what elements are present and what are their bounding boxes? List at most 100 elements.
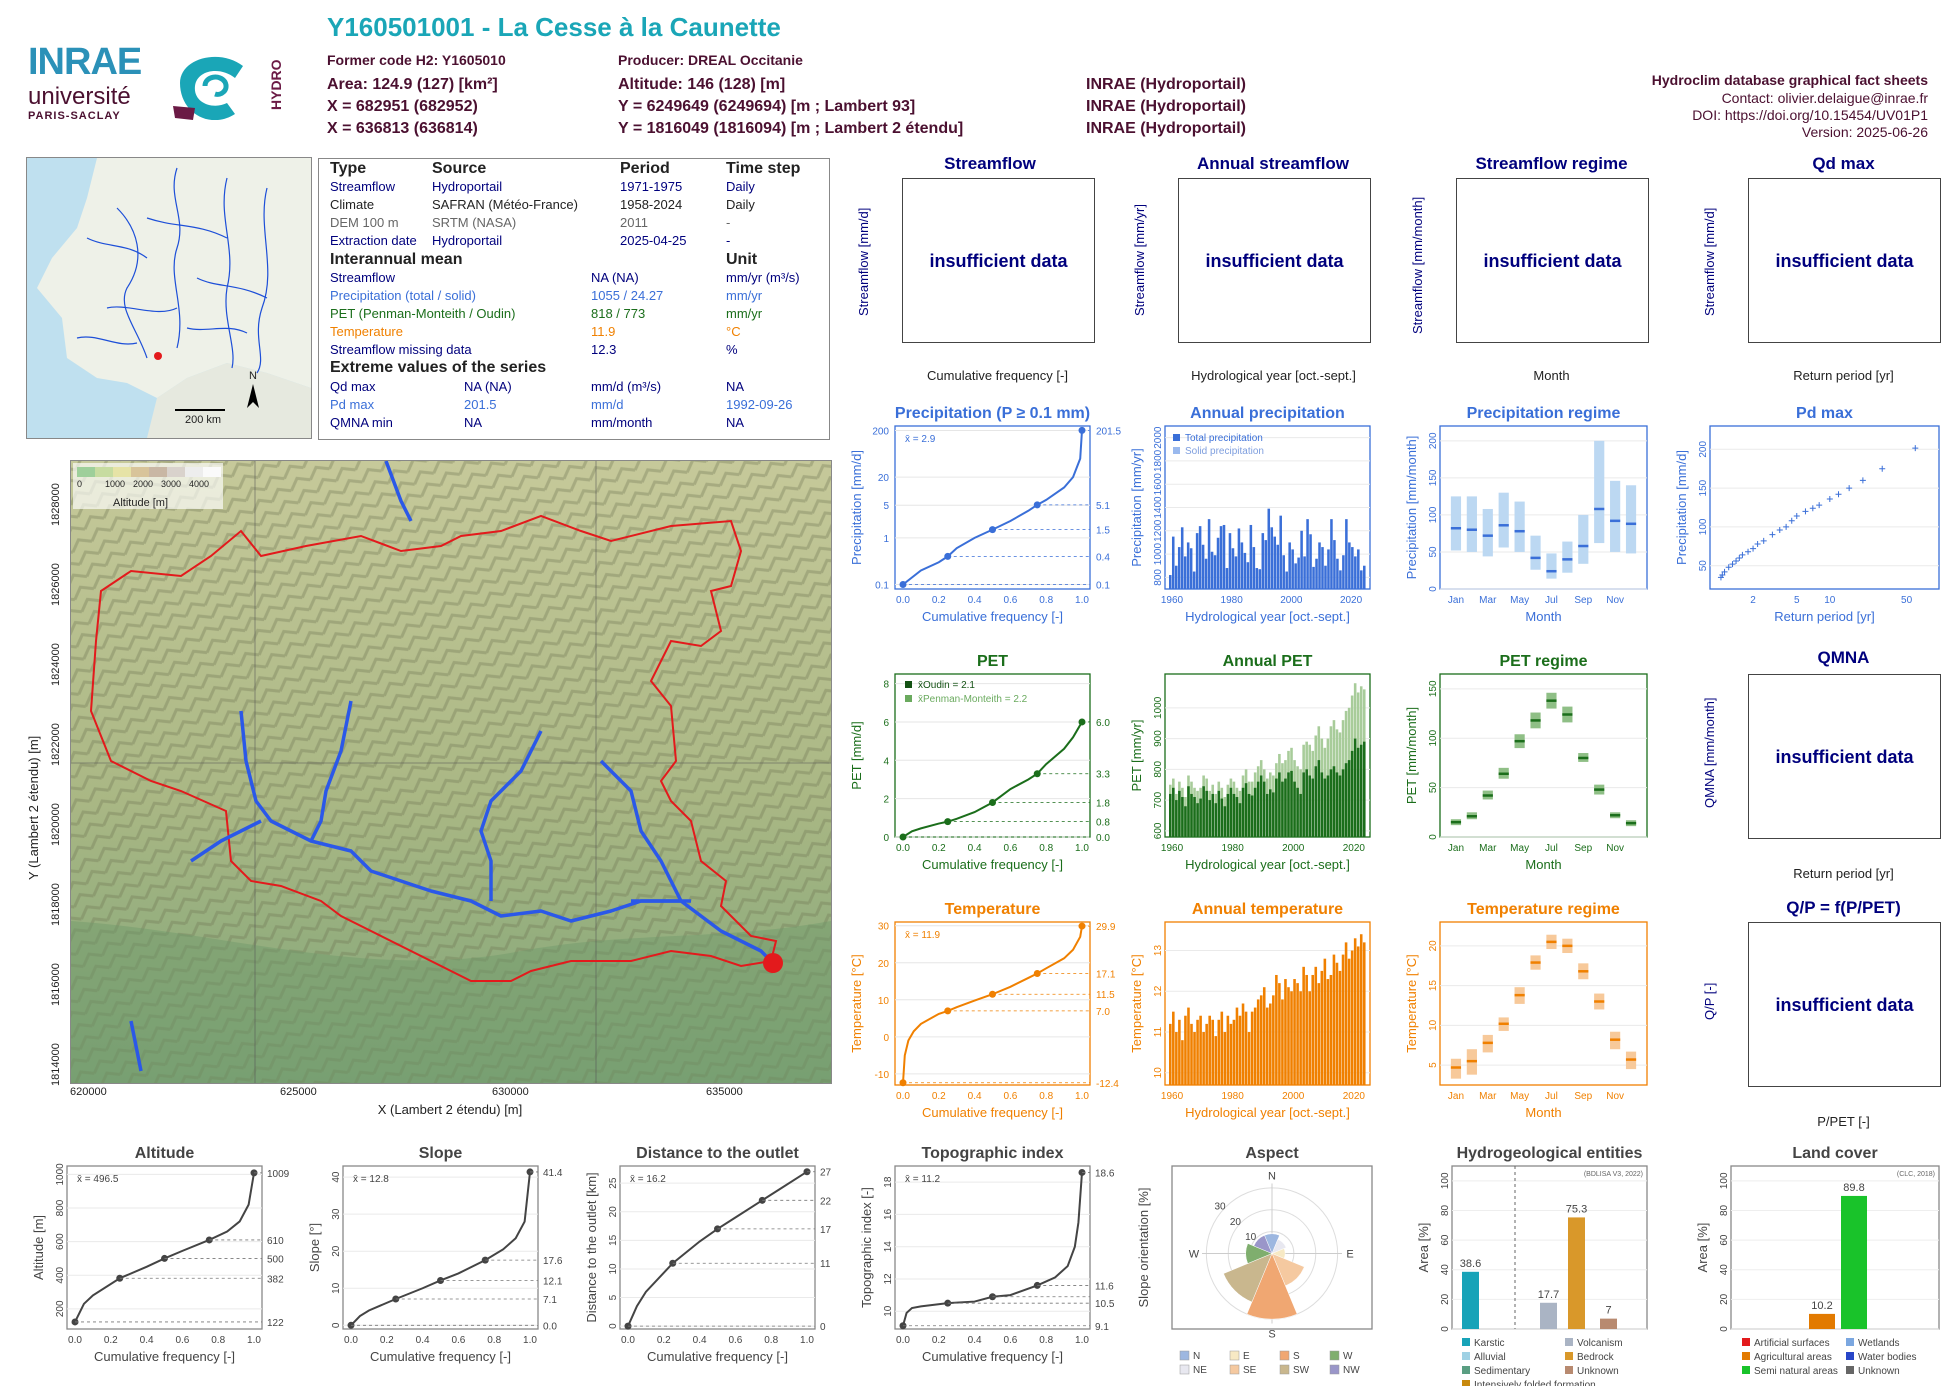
annual_pet-bar bbox=[1220, 798, 1224, 837]
precip_regime-box bbox=[1546, 553, 1557, 579]
slope_cdf-right-tick: 12.1 bbox=[543, 1276, 563, 1287]
temp_cdf-xtick: 0.6 bbox=[1003, 1091, 1017, 1102]
annual_temp-bar bbox=[1256, 999, 1260, 1085]
annual_precip-xlabel: Hydrological year [oct.-sept.] bbox=[1185, 609, 1350, 624]
mean-unit: mm/yr bbox=[726, 288, 763, 303]
distance_cdf-xlabel: Cumulative frequency [-] bbox=[647, 1349, 788, 1364]
altitude_cdf-ytick: 600 bbox=[55, 1233, 66, 1250]
annual_pet-bar bbox=[1287, 772, 1290, 837]
precip_cdf-xtick: 0.4 bbox=[968, 595, 982, 606]
annual_temp-xtick: 1960 bbox=[1161, 1091, 1184, 1102]
pd_max-point bbox=[1739, 551, 1746, 558]
hydrogeology-legend-label: Alluvial bbox=[1474, 1352, 1506, 1363]
qdmax-title: Qd max bbox=[1812, 154, 1875, 173]
hydrogeology-bar bbox=[1568, 1217, 1585, 1329]
annual_precip-legend-total: Total precipitation bbox=[1185, 433, 1263, 444]
qdmax-xlabel: Return period [yr] bbox=[1793, 368, 1894, 383]
landcover-ytick: 0 bbox=[1719, 1326, 1730, 1332]
annual_pet-bar bbox=[1284, 778, 1287, 837]
mean-name: Streamflow missing data bbox=[330, 342, 472, 357]
annual_temp-bar bbox=[1205, 1023, 1208, 1085]
annual_precip-ytick: 2000 bbox=[1153, 426, 1164, 449]
altitude_cdf-ylabel: Altitude [m] bbox=[31, 1215, 46, 1280]
annual_temp-bar bbox=[1238, 1015, 1242, 1085]
landcover-data-label: 89.8 bbox=[1843, 1182, 1864, 1194]
legend-tick: 1000 bbox=[105, 479, 126, 489]
annual_temp-bar bbox=[1299, 991, 1302, 1085]
landcover-legend-label: Artificial surfaces bbox=[1754, 1338, 1830, 1349]
pet_regime-xlabel: Month bbox=[1525, 857, 1561, 872]
altitude-legend-swatches bbox=[77, 467, 221, 477]
landcover-bar bbox=[1841, 1195, 1867, 1329]
annual_precip-bar bbox=[1183, 556, 1187, 589]
precip_regime-xlabel: Month bbox=[1525, 609, 1561, 624]
hydrogeology-frame bbox=[1451, 1165, 1648, 1330]
topo_cdf-title: Topographic index bbox=[922, 1145, 1064, 1162]
precip_cdf-ytick: 200 bbox=[872, 427, 889, 438]
precip_cdf-xtick: 0.2 bbox=[932, 595, 946, 606]
landcover-ylabel: Area [%] bbox=[1695, 1223, 1710, 1273]
aspect-legend-swatch bbox=[1179, 1364, 1190, 1375]
qp-xlabel: P/PET [-] bbox=[1817, 1114, 1870, 1129]
altitude_cdf-right-tick: 500 bbox=[267, 1254, 284, 1265]
annual_temp-bar bbox=[1196, 1019, 1199, 1085]
annual_precip-xtick: 1980 bbox=[1221, 595, 1244, 606]
info-period: 1971-1975 bbox=[620, 179, 683, 194]
annual_temp-bar bbox=[1232, 1019, 1236, 1085]
hydrogeology-legend-label: Unknown bbox=[1577, 1366, 1619, 1377]
altitude_cdf-frame bbox=[66, 1165, 263, 1330]
aspect-legend-swatch bbox=[1279, 1350, 1290, 1361]
pd_max-xlabel: Return period [yr] bbox=[1774, 609, 1874, 624]
precip_regime-box bbox=[1610, 480, 1621, 552]
streamflow-regime-xlabel: Month bbox=[1533, 368, 1570, 383]
pd_max-point bbox=[1776, 527, 1783, 534]
pet_cdf-right-tick: 0.8 bbox=[1096, 818, 1110, 829]
precip_regime-box bbox=[1562, 541, 1573, 573]
pet_regime-xtick: May bbox=[1510, 843, 1529, 854]
altitude_cdf-xtick: 0.8 bbox=[211, 1335, 225, 1346]
annual_temp-xlabel: Hydrological year [oct.-sept.] bbox=[1185, 1105, 1350, 1120]
landcover-legend-label: Unknown bbox=[1858, 1366, 1900, 1377]
annual_temp-bar bbox=[1347, 958, 1351, 1085]
annual_temp-ytick: 11 bbox=[1153, 1026, 1164, 1037]
hydrogeology-ylabel: Area [%] bbox=[1416, 1223, 1431, 1273]
annual_precip-bar bbox=[1297, 557, 1300, 589]
pet_regime-ytick: 50 bbox=[1428, 782, 1439, 794]
annual_precip-bar bbox=[1345, 519, 1348, 589]
precip_cdf-right-tick: 201.5 bbox=[1096, 426, 1121, 437]
pet_cdf-xtick: 0.0 bbox=[896, 843, 910, 854]
annual_temp-bar bbox=[1320, 970, 1324, 1085]
mean-name: Precipitation (total / solid) bbox=[330, 288, 476, 303]
precip_cdf-ytick: 0.1 bbox=[875, 580, 889, 591]
topo_cdf-xtick: 0.2 bbox=[932, 1335, 946, 1346]
info-type: Streamflow bbox=[330, 179, 396, 194]
aspect-legend-swatch bbox=[1279, 1364, 1290, 1375]
annual_temp-bar bbox=[1281, 999, 1284, 1085]
annual_temp-ytick: 13 bbox=[1153, 945, 1164, 957]
aspect-legend-label: E bbox=[1243, 1351, 1250, 1362]
pd_max-ytick: 50 bbox=[1698, 560, 1709, 572]
col-period: Period bbox=[620, 160, 670, 177]
landcover-legend-swatch bbox=[1742, 1352, 1750, 1360]
pet_cdf-right-tick: 3.3 bbox=[1096, 770, 1110, 781]
pd_max-point bbox=[1826, 495, 1833, 502]
temp_cdf-right-tick: 17.1 bbox=[1096, 969, 1116, 980]
landcover-legend-label: Water bodies bbox=[1858, 1352, 1917, 1363]
annual_pet-bar bbox=[1332, 766, 1336, 837]
annual_pet-bar bbox=[1199, 798, 1202, 837]
annual-streamflow-panel: insufficient data bbox=[1178, 178, 1371, 343]
annual_precip-bar bbox=[1357, 549, 1360, 589]
temp_regime-xtick: Nov bbox=[1606, 1091, 1624, 1102]
landcover-legend-label: Semi natural areas bbox=[1754, 1366, 1838, 1377]
distance_cdf-right-tick: 11 bbox=[820, 1259, 831, 1270]
annual_precip-title: Annual precipitation bbox=[1190, 405, 1345, 422]
pet_regime-xtick: Nov bbox=[1606, 843, 1624, 854]
precip_cdf-xtick: 0.0 bbox=[896, 595, 910, 606]
annual_precip-bar bbox=[1336, 558, 1339, 589]
distance_cdf-xtick: 0.0 bbox=[621, 1335, 635, 1346]
altitude_cdf-right-tick: 122 bbox=[267, 1318, 284, 1329]
annual_temp-bar bbox=[1359, 934, 1363, 1085]
mean-unit: mm/yr bbox=[726, 306, 763, 321]
precip_cdf-series-line bbox=[902, 430, 1083, 586]
extreme-unit: mm/month bbox=[591, 415, 653, 430]
